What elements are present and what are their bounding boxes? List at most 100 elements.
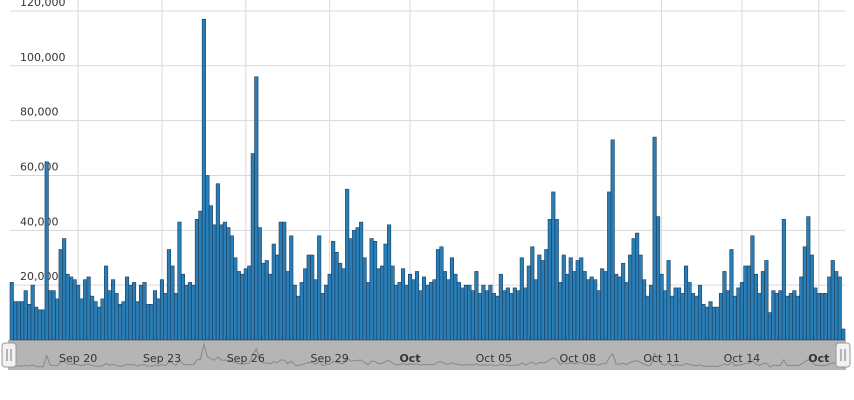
bar bbox=[118, 304, 123, 341]
bar bbox=[453, 273, 458, 341]
bar bbox=[551, 191, 556, 341]
bar bbox=[271, 243, 276, 341]
bar bbox=[663, 290, 668, 341]
bar bbox=[428, 282, 434, 341]
bar bbox=[554, 219, 559, 341]
bar bbox=[537, 254, 542, 341]
bar bbox=[324, 284, 329, 341]
bar bbox=[624, 282, 629, 341]
navigator-handle-right[interactable] bbox=[835, 342, 851, 368]
bar bbox=[30, 284, 35, 341]
bar bbox=[600, 268, 605, 341]
y-tick-label: 100,000 bbox=[20, 51, 66, 64]
bar bbox=[509, 293, 514, 341]
bar bbox=[683, 265, 689, 341]
bar bbox=[621, 262, 626, 341]
bar bbox=[753, 273, 758, 341]
bar bbox=[317, 235, 322, 341]
bar bbox=[694, 295, 699, 341]
bar bbox=[628, 254, 633, 341]
bar bbox=[746, 265, 751, 341]
bar bbox=[435, 249, 441, 341]
y-tick-label: 80,000 bbox=[20, 106, 59, 119]
bar bbox=[781, 219, 786, 341]
bar bbox=[411, 279, 416, 341]
bar bbox=[128, 284, 133, 341]
bar bbox=[236, 271, 241, 341]
bar bbox=[670, 295, 675, 341]
bar bbox=[687, 282, 692, 341]
bar bbox=[460, 287, 465, 341]
bar bbox=[268, 273, 273, 341]
bar bbox=[394, 284, 399, 341]
bar bbox=[9, 282, 14, 341]
bar bbox=[481, 284, 486, 341]
x-tick-label: Sep 20 bbox=[59, 352, 97, 365]
bar bbox=[275, 254, 280, 341]
bar bbox=[131, 282, 137, 341]
bar bbox=[282, 221, 287, 341]
bar bbox=[121, 301, 126, 341]
bar bbox=[201, 18, 206, 341]
bar bbox=[327, 273, 332, 341]
bar bbox=[708, 301, 713, 341]
bar bbox=[467, 284, 472, 341]
bar bbox=[823, 293, 828, 341]
bar bbox=[184, 284, 189, 341]
bar bbox=[233, 257, 238, 341]
navigator-series bbox=[11, 342, 844, 369]
bar bbox=[631, 238, 636, 341]
navigator-handle-left[interactable] bbox=[1, 342, 17, 368]
bar bbox=[561, 254, 566, 341]
bar bbox=[338, 262, 343, 341]
bar bbox=[48, 290, 53, 341]
bar bbox=[516, 290, 521, 341]
bar bbox=[250, 153, 255, 341]
bar bbox=[593, 279, 598, 341]
bar bbox=[530, 246, 535, 341]
bar bbox=[37, 309, 42, 341]
bar bbox=[331, 240, 336, 341]
bar bbox=[446, 279, 451, 341]
bar bbox=[484, 290, 489, 341]
bar bbox=[254, 76, 259, 341]
bar bbox=[376, 268, 381, 341]
bar bbox=[425, 284, 430, 341]
bar bbox=[163, 293, 168, 341]
bar bbox=[191, 284, 196, 341]
x-tick-label: Sep 26 bbox=[227, 352, 265, 365]
bar bbox=[65, 273, 70, 341]
bar bbox=[635, 232, 640, 341]
bar bbox=[306, 254, 311, 341]
bar bbox=[715, 306, 720, 341]
bar bbox=[114, 293, 119, 341]
bar bbox=[512, 287, 517, 341]
bar bbox=[414, 271, 420, 341]
bar bbox=[649, 284, 654, 341]
bar bbox=[785, 295, 790, 341]
bar bbox=[673, 287, 678, 341]
bar bbox=[215, 183, 220, 341]
bar bbox=[264, 260, 269, 341]
bar bbox=[456, 282, 461, 341]
bar bbox=[523, 287, 528, 341]
y-tick-label: 120,000 bbox=[20, 0, 66, 9]
bar bbox=[243, 268, 248, 341]
bar bbox=[614, 273, 619, 341]
bar bbox=[488, 284, 493, 341]
bar bbox=[62, 238, 67, 341]
bar bbox=[208, 205, 213, 341]
bar bbox=[725, 290, 731, 341]
bar bbox=[722, 271, 727, 341]
bar bbox=[334, 251, 339, 341]
bar bbox=[638, 254, 643, 341]
bar bbox=[41, 309, 46, 341]
bar bbox=[369, 238, 374, 341]
bar bbox=[802, 246, 807, 341]
bar bbox=[677, 287, 682, 341]
y-tick-label: 60,000 bbox=[20, 160, 59, 173]
bar bbox=[442, 271, 448, 341]
bar bbox=[834, 271, 839, 341]
bar bbox=[390, 265, 395, 341]
